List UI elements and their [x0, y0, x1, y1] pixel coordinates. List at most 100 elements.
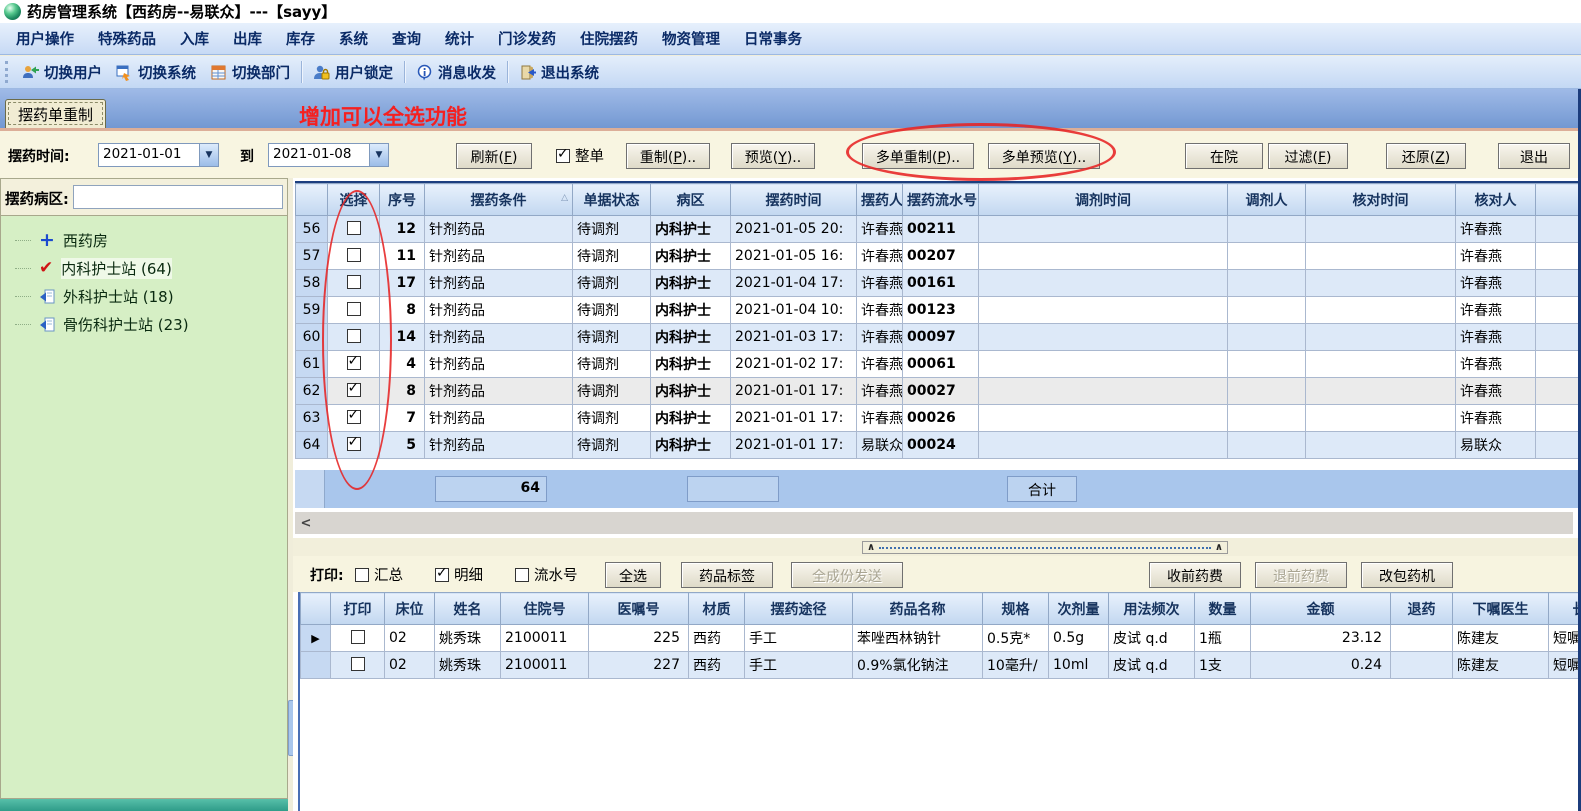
- annotation-text: 增加可以全选功能: [299, 105, 467, 129]
- checkbox-icon[interactable]: [355, 567, 369, 582]
- switch-department-button[interactable]: 切换部门: [203, 59, 297, 86]
- table-row[interactable]: 56 12 针剂药品 待调剂 内科护士 2021-01-05 20: 许春燕 0…: [295, 215, 1579, 243]
- table-row[interactable]: 59 8 针剂药品 待调剂 内科护士 2021-01-04 10: 许春燕 00…: [295, 296, 1579, 324]
- col-header-dispenser[interactable]: 调剂人: [1227, 183, 1306, 216]
- table-row[interactable]: 64 5 针剂药品 待调剂 内科护士 2021-01-01 17: 易联众 00…: [295, 431, 1579, 459]
- col-header-drug[interactable]: 药品名称: [852, 592, 983, 625]
- preview-button[interactable]: 预览(Y)..: [731, 143, 815, 169]
- col-header-seq[interactable]: 序号: [379, 183, 425, 216]
- drug-label-button[interactable]: 药品标签: [681, 562, 773, 588]
- checkbox-icon[interactable]: [556, 146, 570, 163]
- col-header-time[interactable]: 摆药时间: [730, 183, 857, 216]
- exit-button[interactable]: 退出: [1498, 143, 1570, 169]
- checkbox-icon[interactable]: [515, 567, 529, 582]
- menu-item-special-drugs[interactable]: 特殊药品: [98, 32, 156, 48]
- exit-system-button[interactable]: 退出系统: [512, 59, 606, 86]
- col-header-ward[interactable]: 病区: [650, 183, 731, 216]
- checkbox-icon[interactable]: [435, 565, 449, 582]
- row-print-checkbox[interactable]: [350, 630, 365, 644]
- col-header-admission-no[interactable]: 住院号: [500, 592, 589, 625]
- col-header-condition[interactable]: 摆药条件 △: [424, 183, 573, 216]
- whole-order-checkbox[interactable]: 整单: [556, 143, 604, 166]
- scroll-left-icon[interactable]: <: [300, 515, 312, 531]
- col-header-name[interactable]: 姓名: [434, 592, 501, 625]
- table-row[interactable]: 02 姚秀珠 2100011 225 西药 手工 苯唑西林钠针 0.5克* 0.…: [300, 624, 1581, 652]
- toolbar-separator: [404, 61, 405, 83]
- col-header-spec[interactable]: 规格: [982, 592, 1049, 625]
- switch-user-button[interactable]: 切换用户: [15, 59, 109, 86]
- tree-item-internal-medicine[interactable]: ✔ 内科护士站 (64): [15, 254, 287, 282]
- col-header-material[interactable]: 材质: [688, 592, 745, 625]
- station-icon: [40, 289, 55, 303]
- select-all-button[interactable]: 全选: [605, 562, 661, 588]
- table-row[interactable]: 58 17 针剂药品 待调剂 内科护士 2021-01-04 17: 许春燕 0…: [295, 269, 1579, 297]
- col-header-term[interactable]: 长临嘱: [1548, 592, 1581, 625]
- col-header-status[interactable]: 单据状态: [572, 183, 651, 216]
- menu-item-materials[interactable]: 物资管理: [662, 32, 720, 48]
- collect-fee-button[interactable]: 收前药费: [1149, 562, 1241, 588]
- refresh-button[interactable]: 刷新(F): [456, 143, 532, 169]
- ward-search-input[interactable]: [72, 185, 283, 209]
- menu-item-query[interactable]: 查询: [392, 32, 421, 48]
- col-header-checker[interactable]: 核对人: [1455, 183, 1536, 216]
- repack-machine-button[interactable]: 改包药机: [1361, 562, 1453, 588]
- col-header-print[interactable]: 打印: [330, 592, 385, 625]
- message-button[interactable]: 消息收发: [409, 59, 503, 86]
- col-header-bed[interactable]: 床位: [384, 592, 435, 625]
- user-lock-button[interactable]: 用户锁定: [306, 59, 400, 86]
- menu-item-inventory[interactable]: 库存: [286, 32, 315, 48]
- col-header-person[interactable]: 摆药人: [856, 183, 903, 216]
- detail-print-checkbox[interactable]: 明细: [435, 562, 483, 585]
- date-from-picker[interactable]: 2021-01-01 ▼: [98, 143, 219, 167]
- menu-item-inbound[interactable]: 入库: [180, 32, 209, 48]
- col-header-refund[interactable]: 退药: [1390, 592, 1453, 625]
- restore-button[interactable]: 还原(Z): [1386, 143, 1466, 169]
- table-row[interactable]: 62 8 针剂药品 待调剂 内科护士 2021-01-01 17: 许春燕 00…: [295, 377, 1579, 405]
- toolbar: 切换用户 切换系统 切换部门 用户锁定 消息收发 退出系统: [0, 56, 1581, 89]
- table-row[interactable]: 60 14 针剂药品 待调剂 内科护士 2021-01-03 17: 许春燕 0…: [295, 323, 1579, 351]
- toolbar-grip[interactable]: [5, 61, 9, 83]
- col-header-route[interactable]: 摆药途径: [744, 592, 853, 625]
- menu-item-user-ops[interactable]: 用户操作: [16, 32, 74, 48]
- tree-item-pharmacy[interactable]: + 西药房: [15, 226, 287, 254]
- tree-item-orthopedics[interactable]: 骨伤科护士站 (23): [15, 310, 287, 338]
- row-print-checkbox[interactable]: [350, 657, 365, 671]
- col-header-receive[interactable]: 领药: [1535, 183, 1579, 216]
- menu-item-statistics[interactable]: 统计: [445, 32, 474, 48]
- remake-button[interactable]: 重制(P)..: [626, 143, 710, 169]
- col-header-dose[interactable]: 次剂量: [1048, 592, 1109, 625]
- panel-splitter[interactable]: ∧ ∧: [862, 541, 1228, 554]
- serial-print-checkbox[interactable]: 流水号: [515, 562, 578, 585]
- date-to-picker[interactable]: 2021-01-08 ▼: [268, 143, 389, 167]
- filter-button[interactable]: 过滤(F): [1268, 143, 1348, 169]
- col-header-frequency[interactable]: 用法频次: [1108, 592, 1195, 625]
- menu-item-daily-affairs[interactable]: 日常事务: [744, 32, 802, 48]
- col-header-order-no[interactable]: 医嘱号: [588, 592, 689, 625]
- col-header-dispense-time[interactable]: 调剂时间: [978, 183, 1228, 216]
- table-row[interactable]: 61 4 针剂药品 待调剂 内科护士 2021-01-02 17: 许春燕 00…: [295, 350, 1579, 378]
- tab-dispense-order-remake[interactable]: 摆药单重制: [5, 99, 107, 128]
- collapse-up-icon[interactable]: ∧: [867, 541, 876, 553]
- tree-item-surgery[interactable]: 外科护士站 (18): [15, 282, 287, 310]
- summary-print-checkbox[interactable]: 汇总: [355, 562, 403, 585]
- horizontal-scrollbar[interactable]: <: [295, 512, 1573, 534]
- table-row[interactable]: 57 11 针剂药品 待调剂 内科护士 2021-01-05 16: 许春燕 0…: [295, 242, 1579, 270]
- in-hospital-button[interactable]: 在院: [1185, 143, 1263, 169]
- filter-bar: 摆药时间: 2021-01-01 ▼ 到 2021-01-08 ▼ 刷新(F) …: [0, 128, 1581, 178]
- menu-item-system[interactable]: 系统: [339, 32, 368, 48]
- menu-item-outbound[interactable]: 出库: [233, 32, 262, 48]
- switch-system-button[interactable]: 切换系统: [109, 59, 203, 86]
- table-row[interactable]: 63 7 针剂药品 待调剂 内科护士 2021-01-01 17: 许春燕 00…: [295, 404, 1579, 432]
- chevron-down-icon[interactable]: ▼: [199, 144, 218, 166]
- plus-icon[interactable]: +: [39, 229, 55, 251]
- col-header-amount[interactable]: 金额: [1250, 592, 1391, 625]
- collapse-up-icon[interactable]: ∧: [1214, 541, 1223, 553]
- col-header-qty[interactable]: 数量: [1194, 592, 1251, 625]
- chevron-down-icon[interactable]: ▼: [369, 144, 388, 166]
- col-header-serial[interactable]: 摆药流水号: [902, 183, 979, 216]
- col-header-doctor[interactable]: 下嘱医生: [1452, 592, 1549, 625]
- menu-item-outpatient-dispense[interactable]: 门诊发药: [498, 32, 556, 48]
- menu-item-inpatient-dispense[interactable]: 住院摆药: [580, 32, 638, 48]
- table-row[interactable]: 02 姚秀珠 2100011 227 西药 手工 0.9%氯化钠注 10毫升/ …: [300, 651, 1581, 679]
- col-header-check-time[interactable]: 核对时间: [1305, 183, 1456, 216]
